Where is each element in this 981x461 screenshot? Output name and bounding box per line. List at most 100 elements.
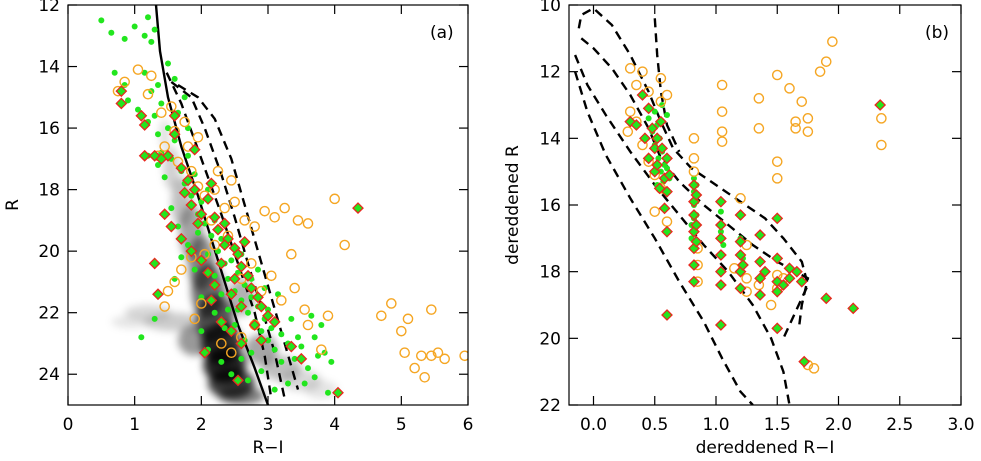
panel-b-diamond — [714, 279, 727, 291]
panel-a-diamond — [192, 217, 204, 230]
panel-a-orange-circle — [416, 350, 427, 362]
panel-b-diamond — [734, 209, 747, 221]
panel-a-diamond — [252, 291, 264, 304]
panel-a-orange-circle — [166, 101, 177, 112]
panel-a-green-point — [111, 69, 118, 76]
panel-b-diamond — [651, 132, 664, 145]
panel-a-green-point — [231, 322, 238, 328]
panel-b-diamond — [771, 322, 784, 335]
panel-a-orange-circle — [249, 221, 260, 232]
panel-b-green-point — [664, 165, 670, 172]
panel-a-green-point — [238, 297, 245, 304]
panel-a-green-point — [238, 355, 245, 362]
panel-a-green-point — [258, 368, 265, 375]
panel-a-diamond — [225, 288, 238, 301]
panel-a-green-point — [151, 315, 158, 322]
panel-a-orange-circle — [399, 347, 410, 358]
panel-b-orange-circle — [688, 133, 700, 144]
panel-a-x-tick-label: 4 — [329, 415, 340, 435]
panel-a-diamond — [255, 334, 268, 347]
panel-b-diamond — [661, 225, 673, 238]
panel-a-diamond — [208, 279, 221, 291]
panel-a-green-point — [318, 322, 325, 328]
panel-b-orange-circle — [790, 116, 801, 127]
panel-a-orange-circle — [459, 350, 468, 362]
panel-a-diamond — [262, 309, 274, 322]
panel-a-diamond — [185, 199, 198, 211]
panel-a-y-tick-label: 20 — [38, 242, 60, 262]
panel-a-orange-circle — [119, 76, 130, 88]
panel-b-isochrone-line — [580, 37, 810, 326]
panel-a-diamond — [215, 316, 228, 328]
panel-b-diamond — [690, 235, 703, 248]
panel-a-orange-circles — [112, 64, 468, 383]
panel-b-diamond — [799, 407, 809, 417]
panel-a-green-point — [311, 334, 318, 341]
panel-a-green-point — [178, 254, 185, 261]
panel-b-diamonds — [624, 89, 887, 417]
panel-b-orange-circle — [688, 153, 700, 164]
panel-a-diamond — [285, 340, 298, 353]
panel-b-orange-circle — [808, 363, 820, 374]
panel-a-green-point — [278, 331, 285, 338]
panel-a-orange-circle — [186, 165, 197, 177]
panel-a-isochrone-line — [177, 83, 300, 390]
panel-a-green-point — [145, 14, 151, 21]
panel-b-diamond — [639, 132, 651, 145]
panel-b-diamond — [847, 302, 860, 315]
panel-a-orange-circle — [196, 298, 207, 309]
panel-a-diamond — [232, 248, 244, 261]
panel-b-diamond — [714, 195, 727, 208]
panel-b-orange-circle — [716, 106, 728, 117]
panel-a-diamond — [175, 232, 188, 245]
panel-a-orange-circle — [142, 88, 154, 100]
panel-a-orange-circle — [226, 347, 237, 358]
panel-a-green-point — [201, 220, 208, 227]
panel-a-diamond — [248, 319, 261, 331]
panel-b-ticks: 0.0 0.5 1.0 1.5 2.0 2.5 3.0 10 12 14 16 18 20 22 — [539, 0, 974, 435]
panel-b-isochrone-line — [577, 6, 810, 339]
panel-b-orange-circle — [802, 113, 814, 124]
panel-a-orange-circle — [239, 215, 250, 226]
panel-a-green-point — [268, 325, 275, 332]
panel-a-diamond — [165, 220, 178, 233]
panel-b-green-point — [717, 208, 724, 215]
panel-a-diamond — [185, 245, 198, 258]
panel-a-orange-circle — [276, 295, 287, 306]
panel-b-isochrone-line — [573, 54, 791, 405]
panel-b-diamond — [783, 272, 796, 285]
panel-a-orange-circle — [169, 276, 180, 288]
panel-b-diamond — [734, 235, 747, 248]
panel-a-orange-circle — [259, 205, 270, 217]
panel-a-diamond — [195, 254, 208, 267]
panel-a-green-point — [151, 26, 158, 33]
panel-b-y-tick-label: 20 — [539, 329, 561, 349]
panel-b-diamond — [663, 169, 676, 181]
panel-a-green-point — [165, 60, 171, 67]
panel-a-diamond — [135, 109, 148, 122]
panel-a-orange-circle — [179, 116, 190, 128]
panel-a-green-point — [255, 266, 261, 273]
panel-b-orange-circle — [771, 69, 783, 81]
panel-a-green-point — [188, 192, 195, 199]
panel-a-green-point — [225, 306, 231, 313]
panel-a-green-point — [325, 389, 331, 396]
panel-a-ylabel: R — [3, 199, 23, 211]
panel-b-diamond — [714, 319, 727, 331]
panel-b-diamond — [737, 259, 749, 271]
panel-b-orange-circle — [655, 73, 667, 84]
panel-a-green-point — [155, 131, 161, 138]
panel-b-x-tick-label: 1.0 — [702, 415, 729, 435]
panel-b-x-tick-label: 3.0 — [947, 415, 974, 435]
panel-a-orange-circle — [279, 202, 290, 214]
panel-a-diamond — [218, 217, 231, 230]
panel-a-orange-circle — [146, 70, 157, 82]
panel-a-diamond — [198, 346, 211, 359]
panel-a-label: (a) — [430, 23, 454, 43]
panel-b-orange-circle — [784, 83, 795, 94]
panel-a-green-point — [218, 235, 225, 242]
panel-a-green-point — [171, 137, 178, 144]
